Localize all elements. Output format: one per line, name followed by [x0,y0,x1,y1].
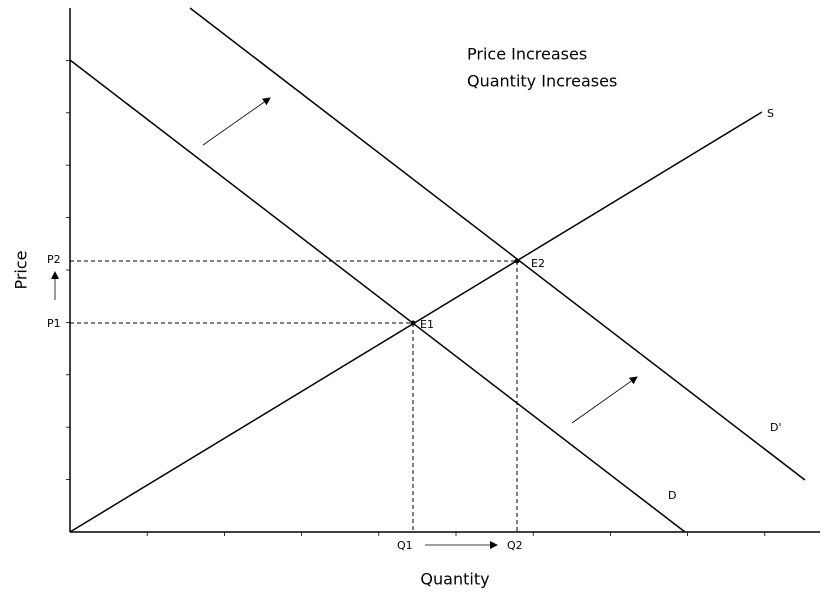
equilibrium-point [514,258,520,264]
title-line: Price Increases [467,45,587,64]
demand-curve-shifted [189,7,806,481]
curve-label: S [767,107,774,120]
price-label: P1 [47,317,61,330]
curve-label: D' [770,421,782,434]
x-axis-label: Quantity [420,570,489,589]
quantity-label: Q1 [397,539,413,552]
curve-label: D [668,489,676,502]
equilibrium-point [410,320,416,326]
demand-curve [69,59,686,533]
point-label: E1 [420,318,434,331]
point-label: E2 [531,257,545,270]
quantity-label: Q2 [507,539,523,552]
y-axis-label: Price [12,250,31,289]
title-line: Quantity Increases [467,72,617,91]
shift-arrow [571,376,638,424]
price-label: P2 [47,253,61,266]
axes [69,8,820,533]
shift-arrow [202,97,271,146]
supply-curve [69,111,763,533]
ticks [66,60,766,536]
